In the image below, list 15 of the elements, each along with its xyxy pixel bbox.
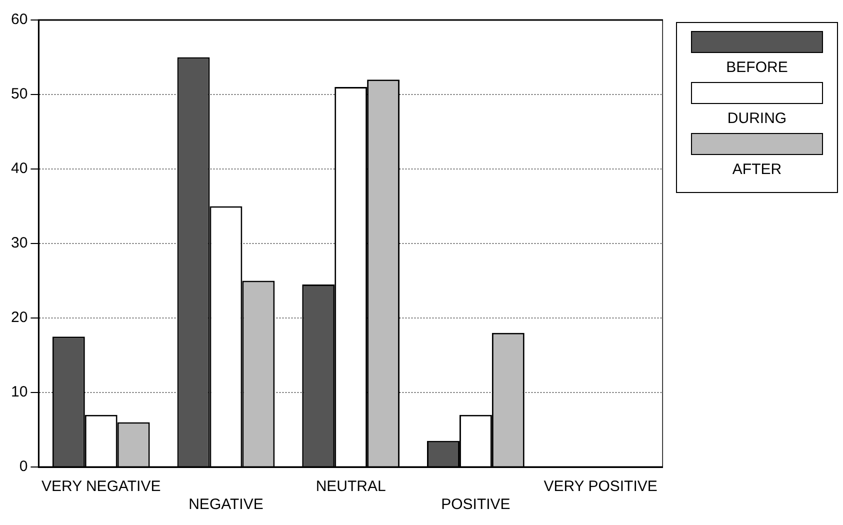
y-tick-label: 10 bbox=[10, 384, 28, 401]
y-tick-label: 60 bbox=[10, 11, 28, 28]
text: AFTER bbox=[732, 161, 782, 178]
y-tick-label: 0 bbox=[19, 458, 28, 476]
text: BEFORE bbox=[726, 59, 788, 76]
y-tick-label: 50 bbox=[10, 86, 28, 103]
text: DURING bbox=[727, 110, 787, 127]
y-tick-label: 30 bbox=[10, 234, 28, 252]
x-tick-label: NEGATIVE bbox=[188, 496, 264, 514]
x-tick-label: VERY POSITIVE bbox=[544, 478, 658, 496]
y-tick-label: 40 bbox=[10, 160, 28, 178]
y-tick-label: 20 bbox=[10, 309, 28, 326]
x-tick-label: POSITIVE bbox=[441, 496, 510, 514]
x-tick-label: VERY NEGATIVE bbox=[42, 478, 161, 496]
x-tick-label: NEUTRAL bbox=[316, 478, 386, 496]
